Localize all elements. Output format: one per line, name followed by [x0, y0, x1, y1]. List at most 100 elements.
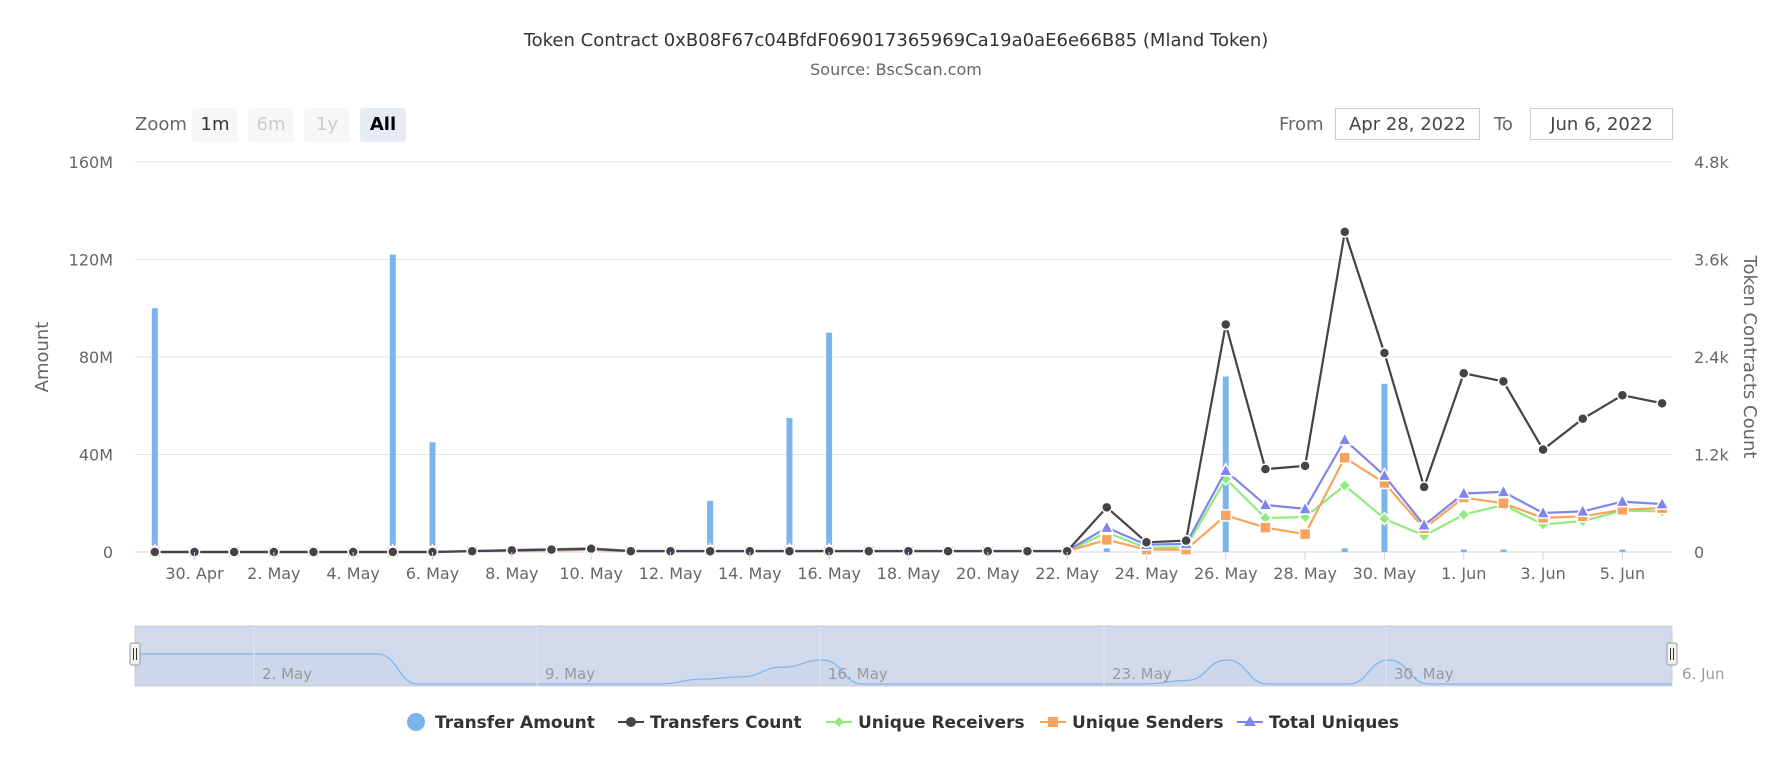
unique-receivers-point: [663, 544, 678, 559]
zoom-all-button[interactable]: All: [360, 108, 406, 142]
unique-senders-point: [465, 544, 479, 558]
right-tick-label: 2.4k: [1694, 348, 1729, 367]
legend-label: Unique Senders: [1072, 713, 1224, 733]
unique-receivers-point: [1099, 525, 1114, 540]
x-tick-label: 24. May: [1115, 564, 1179, 583]
unique-senders-point: [1616, 503, 1629, 516]
grid-lines: [135, 161, 1672, 553]
transfers-count-point: [783, 545, 796, 557]
transfer-amount-bar: [151, 308, 158, 552]
total-uniques-point: [1654, 495, 1670, 510]
unique-receivers-point: [623, 544, 638, 559]
unique-senders-point: [1417, 522, 1431, 535]
total-uniques-point: [226, 543, 242, 558]
x-tick-label: 8. May: [485, 564, 538, 583]
x-tick-label: 3. Jun: [1520, 564, 1565, 583]
unique-receivers-point: [465, 544, 480, 559]
transfer-amount-bar: [707, 500, 714, 552]
transfers-count-point: [1220, 318, 1232, 331]
x-tick-label: 10. May: [559, 564, 623, 583]
unique-senders-point: [584, 543, 598, 556]
transfers-count-point: [625, 545, 637, 557]
legend-item-transfers-count[interactable]: Transfers Count: [618, 713, 802, 733]
legend-symbol: [834, 717, 844, 727]
left-tick-label: 80M: [79, 348, 113, 367]
unique-senders-point: [1457, 491, 1471, 504]
navigator-left-handle[interactable]: [129, 642, 141, 666]
unique-senders-point: [941, 544, 955, 558]
unique-senders-point: [1298, 527, 1312, 541]
total-uniques-point: [1614, 493, 1631, 508]
transfers-count-point: [149, 546, 161, 558]
zoom-1m-button[interactable]: 1m: [192, 108, 238, 142]
unique-senders-line: [154, 456, 1663, 554]
total-uniques-point: [543, 540, 560, 555]
total-uniques-point: [623, 542, 639, 557]
unique-senders-point: [307, 545, 320, 559]
unique-receivers-line: [154, 477, 1663, 554]
legend-item-unique-receivers[interactable]: Unique Receivers: [826, 713, 1025, 733]
unique-senders-point: [386, 545, 400, 559]
legend-label: Unique Receivers: [858, 713, 1025, 733]
from-date-input[interactable]: Apr 28, 2022: [1335, 108, 1480, 140]
x-tick-label: 4. May: [326, 564, 379, 583]
unique-receivers-point: [227, 544, 242, 560]
transfer-amount-bar: [389, 254, 396, 552]
legend[interactable]: Transfer Amount Transfers Count Unique Rec…: [407, 713, 1399, 733]
legend-item-unique-senders[interactable]: Unique Senders: [1040, 713, 1224, 733]
unique-senders-point: [783, 544, 796, 558]
unique-senders-point: [188, 545, 201, 559]
unique-receivers-point: [1060, 544, 1075, 559]
transfers-count-point: [466, 545, 478, 557]
unique-senders-point: [227, 545, 241, 559]
transfers-count-point: [1378, 347, 1391, 359]
total-uniques-point: [1218, 462, 1234, 477]
transfer-amount-bar: [1500, 549, 1507, 552]
transfer-amount-bar: [1341, 548, 1348, 552]
left-tick-label: 0: [103, 543, 113, 562]
unique-senders-point: [1576, 510, 1590, 523]
navigator-label: 23. May: [1112, 665, 1172, 683]
unique-senders-point: [1179, 543, 1193, 556]
total-uniques-point: [1495, 483, 1512, 498]
to-date-input[interactable]: Jun 6, 2022: [1530, 108, 1673, 140]
total-uniques-point: [900, 542, 917, 557]
left-tick-label: 40M: [79, 446, 113, 465]
navigator[interactable]: 2. May 9. May 16. May 23. May 30. May 6. Jun: [129, 625, 1725, 687]
unique-receivers-point: [1615, 503, 1630, 518]
total-uniques-point: [464, 542, 480, 557]
unique-receivers-point: [742, 544, 757, 559]
axes: 0 0 40M 1.2k 80M 2.4k 120M 3.6k 160M 4.8k Amount To…: [32, 153, 1760, 583]
legend-item-transfer-amount[interactable]: Transfer Amount: [407, 713, 595, 733]
to-label: To: [1494, 114, 1513, 135]
transfers-count-point: [902, 545, 915, 557]
total-uniques-point: [1138, 536, 1155, 551]
navigator-mask: [135, 626, 1672, 686]
x-tick-label: 5. Jun: [1600, 564, 1645, 583]
total-uniques-point: [385, 543, 401, 558]
total-uniques-point: [1535, 504, 1551, 519]
transfers-count-point: [942, 545, 954, 557]
transfers-count-point: [1418, 481, 1430, 493]
unique-senders-point: [545, 544, 558, 557]
right-tick-label: 0: [1694, 543, 1704, 562]
right-tick-label: 1.2k: [1694, 446, 1729, 465]
legend-item-total-uniques[interactable]: Total Uniques: [1237, 713, 1399, 733]
from-label: From: [1279, 114, 1324, 135]
transfers-count-point: [1140, 536, 1153, 548]
x-tick-label: 1. Jun: [1441, 564, 1486, 583]
transfers-count-point: [188, 546, 201, 558]
x-tick-label: 16. May: [797, 564, 861, 583]
navigator-right-handle[interactable]: [1666, 642, 1678, 666]
unique-senders-point: [426, 545, 439, 559]
right-axis-title: Token Contracts Count: [1739, 255, 1760, 459]
total-uniques-point: [504, 541, 520, 556]
total-uniques-point: [1019, 542, 1036, 557]
legend-label: Total Uniques: [1269, 713, 1399, 733]
handle-body: [129, 642, 141, 666]
unique-receivers-point: [1139, 540, 1154, 555]
x-tick-label: 14. May: [718, 564, 782, 583]
transfers-count-point: [585, 543, 597, 555]
zoom-label: Zoom: [135, 114, 187, 135]
transfers-count-point: [228, 546, 240, 558]
